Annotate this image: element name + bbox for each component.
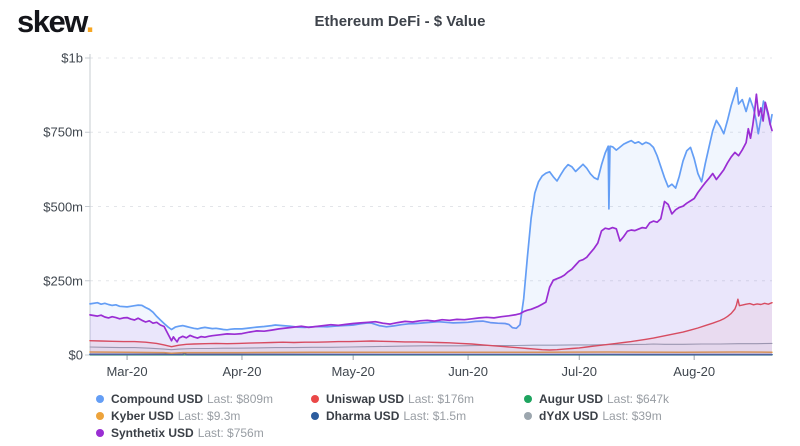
legend-item-dydx-usd[interactable]: dYdX USD Last: $39m xyxy=(524,407,669,424)
legend-last-value: Last: $647k xyxy=(607,391,670,406)
x-axis-tick-label: Aug-20 xyxy=(673,364,716,379)
legend-item-uniswap-usd[interactable]: Uniswap USD Last: $176m xyxy=(311,390,524,407)
x-axis-tick-label: Jun-20 xyxy=(448,364,488,379)
legend-last-value: Last: $756m xyxy=(197,425,264,440)
legend-column: Uniswap USD Last: $176m Dharma USD Last: $1… xyxy=(311,390,524,441)
y-axis-tick-label: $0 xyxy=(68,347,83,363)
series-fill-compound-usd xyxy=(90,87,772,355)
skew-logo-text: skew xyxy=(17,4,87,39)
chart-legend: Compound USD Last: $809m Kyber USD Last: $9… xyxy=(96,390,669,441)
x-axis-tick-label: Jul-20 xyxy=(561,364,597,379)
legend-series-name: Augur USD xyxy=(539,391,603,406)
skew-logo: skew. xyxy=(17,4,95,40)
legend-series-name: Synthetix USD xyxy=(111,425,194,440)
legend-item-compound-usd[interactable]: Compound USD Last: $809m xyxy=(96,390,311,407)
skew-logo-dot: . xyxy=(85,4,95,39)
series-fill-dydx-usd xyxy=(90,343,772,355)
x-axis-tick-label: May-20 xyxy=(331,364,375,379)
series-fill-synthetix-usd xyxy=(90,94,772,355)
legend-series-name: Kyber USD xyxy=(111,408,174,423)
legend-dot-uniswap-usd xyxy=(311,394,319,403)
y-axis-tick-label: $500m xyxy=(43,199,83,214)
legend-dot-synthetix-usd xyxy=(96,428,104,437)
y-axis-tick-label: $250m xyxy=(43,273,83,289)
y-axis-tick-label: $1b xyxy=(61,50,83,66)
legend-column: Compound USD Last: $809m Kyber USD Last: $9… xyxy=(96,390,311,441)
y-axis-tick-label: $750m xyxy=(43,124,83,140)
series-line-compound-usd xyxy=(89,86,773,331)
legend-dot-augur-usd xyxy=(524,394,532,403)
legend-series-name: dYdX USD xyxy=(539,408,599,423)
series-line-uniswap-usd xyxy=(89,298,773,351)
legend-series-name: Compound USD xyxy=(111,391,203,406)
legend-series-name: Dharma USD xyxy=(326,408,400,423)
legend-item-synthetix-usd[interactable]: Synthetix USD Last: $756m xyxy=(96,424,311,441)
legend-last-value: Last: $39m xyxy=(602,408,662,423)
x-axis-tick-label: Apr-20 xyxy=(222,364,262,379)
legend-last-value: Last: $9.3m xyxy=(177,408,241,423)
series-fill-uniswap-usd xyxy=(90,299,772,355)
legend-last-value: Last: $809m xyxy=(207,391,274,406)
series-line-dharma-usd xyxy=(89,352,773,356)
legend-dot-compound-usd xyxy=(96,394,104,403)
x-axis-tick-label: Mar-20 xyxy=(106,364,148,379)
legend-series-name: Uniswap USD xyxy=(326,391,405,406)
legend-dot-dydx-usd xyxy=(524,411,532,420)
legend-dot-dharma-usd xyxy=(311,411,319,420)
legend-last-value: Last: $176m xyxy=(408,391,475,406)
legend-last-value: Last: $1.5m xyxy=(403,408,467,423)
series-line-synthetix-usd xyxy=(89,93,773,343)
legend-column: Augur USD Last: $647k dYdX USD Last: $39m xyxy=(524,390,669,441)
legend-item-augur-usd[interactable]: Augur USD Last: $647k xyxy=(524,390,669,407)
chart-title: Ethereum DeFi - $ Value xyxy=(314,13,486,30)
series-line-dydx-usd xyxy=(89,342,773,351)
legend-dot-kyber-usd xyxy=(96,411,104,420)
legend-item-kyber-usd[interactable]: Kyber USD Last: $9.3m xyxy=(96,407,311,424)
legend-item-dharma-usd[interactable]: Dharma USD Last: $1.5m xyxy=(311,407,524,424)
series-line-kyber-usd xyxy=(89,351,773,354)
